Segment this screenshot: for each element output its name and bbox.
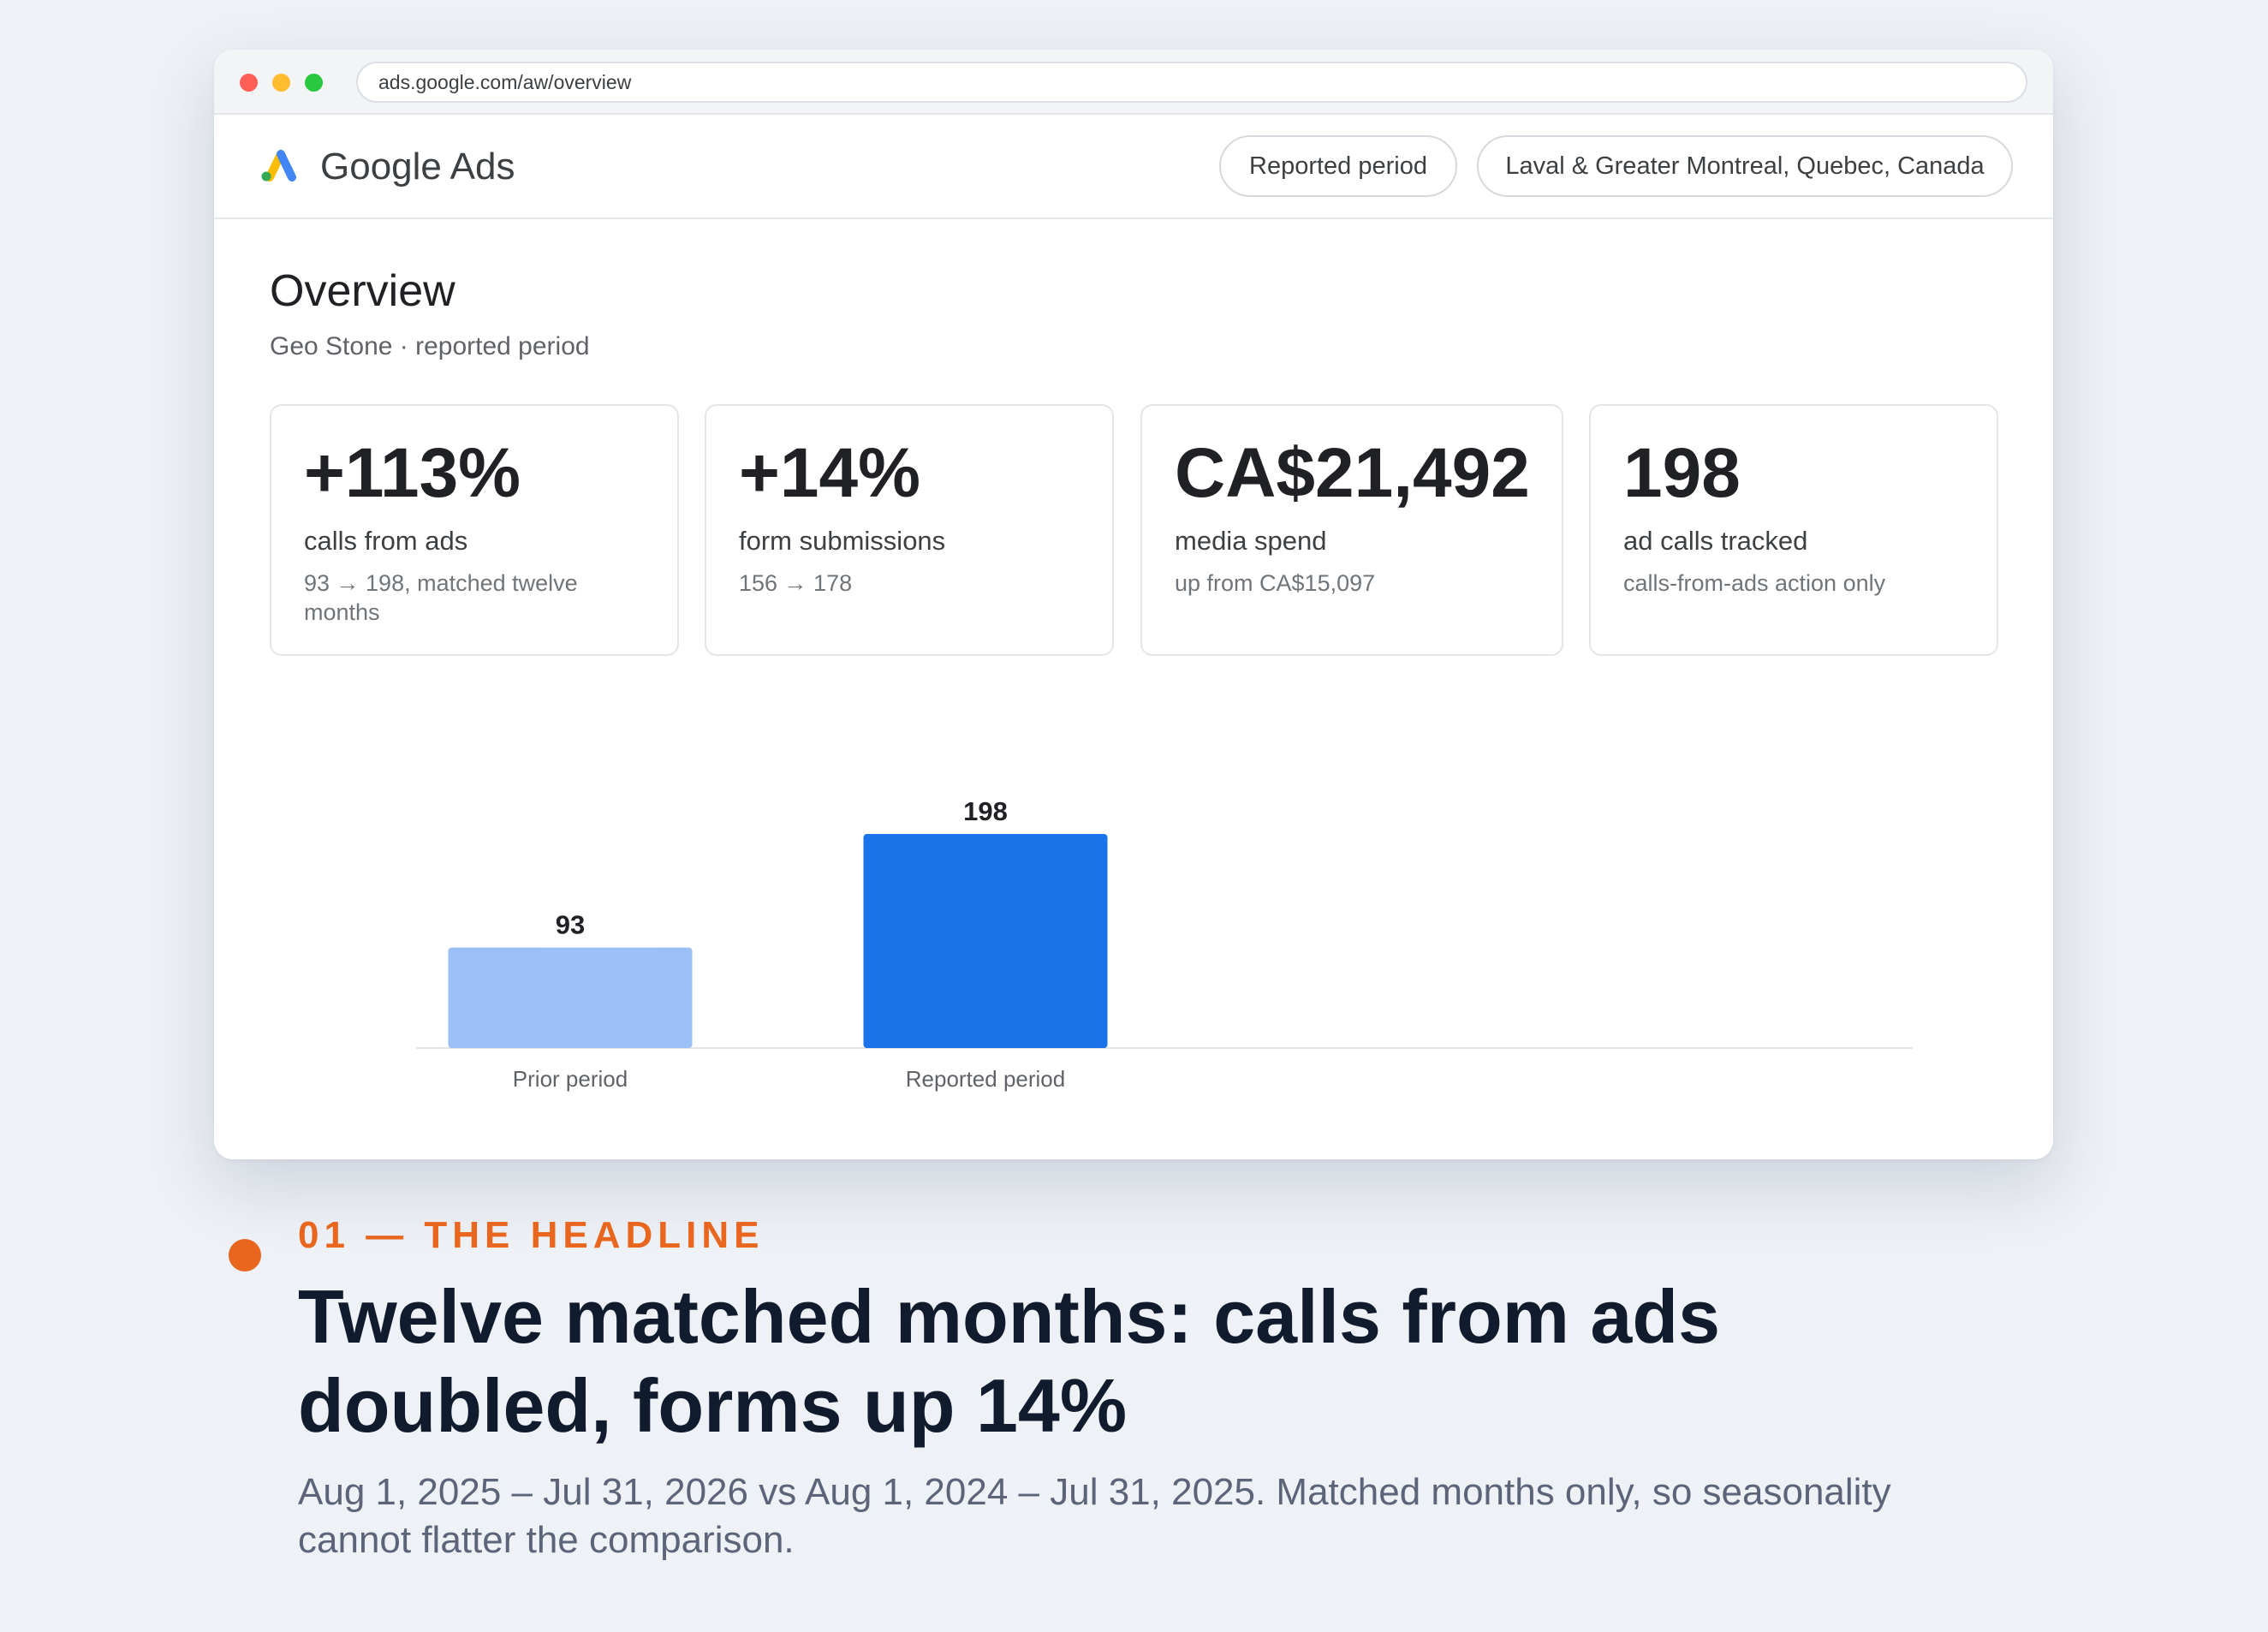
kpi-value: +14% (739, 434, 921, 512)
kpi-value: +113% (304, 434, 521, 512)
kpi-value: 198 (1623, 434, 1741, 512)
app-header: Google Ads Reported period Laval & Great… (214, 115, 2053, 219)
bar-value-label: 198 (963, 796, 1008, 826)
kpi-note: 93 → 198, matched twelve months (304, 570, 578, 625)
headline: Twelve matched months: calls from ads do… (298, 1274, 1721, 1448)
address-bar[interactable]: ads.google.com/aw/overview (356, 62, 2027, 103)
page-subtitle: Geo Stone · reported period (270, 332, 590, 360)
browser-window: ads.google.com/aw/overview Google Ads Re… (214, 50, 2053, 1159)
chart-bar[interactable] (448, 947, 693, 1048)
x-tick-label: Prior period (513, 1066, 628, 1092)
section-bullet-icon (229, 1239, 261, 1272)
kpi-card-calls: +113% calls from ads 93 → 198, matched t… (270, 404, 679, 656)
close-window-icon[interactable] (240, 74, 258, 92)
google-ads-logo-icon (261, 150, 296, 182)
kpi-card-ad-calls: 198 ad calls tracked calls-from-ads acti… (1589, 404, 1998, 656)
x-tick-label: Reported period (906, 1066, 1065, 1092)
kpi-label: ad calls tracked (1623, 526, 1808, 556)
kpi-label: form submissions (739, 526, 946, 556)
location-chip[interactable]: Laval & Greater Montreal, Quebec, Canada (1477, 135, 2013, 197)
minimize-window-icon[interactable] (272, 74, 290, 92)
app-name: Google Ads (320, 146, 515, 188)
date-range-chip[interactable]: Reported period (1219, 135, 1457, 197)
section-eyebrow: 01 — THE HEADLINE (298, 1214, 765, 1256)
kpi-label: media spend (1175, 526, 1327, 556)
kpi-card-spend: CA$21,492 media spend up from CA$15,097 (1140, 404, 1563, 656)
page-title: Overview (270, 266, 455, 316)
kpi-label: calls from ads (304, 526, 468, 556)
kpi-note: up from CA$15,097 (1175, 570, 1376, 596)
bar-value-label: 93 (556, 910, 585, 940)
chart-bar[interactable] (863, 834, 1108, 1048)
kpi-note: calls-from-ads action only (1623, 570, 1886, 596)
maximize-window-icon[interactable] (305, 74, 323, 92)
kpi-card-forms: +14% form submissions 156 → 178 (705, 404, 1114, 656)
headline-subtext: Aug 1, 2025 – Jul 31, 2026 vs Aug 1, 202… (298, 1471, 1891, 1561)
kpi-value: CA$21,492 (1175, 434, 1530, 512)
browser-chrome: ads.google.com/aw/overview (214, 50, 2053, 115)
kpi-note: 156 → 178 (739, 570, 853, 596)
